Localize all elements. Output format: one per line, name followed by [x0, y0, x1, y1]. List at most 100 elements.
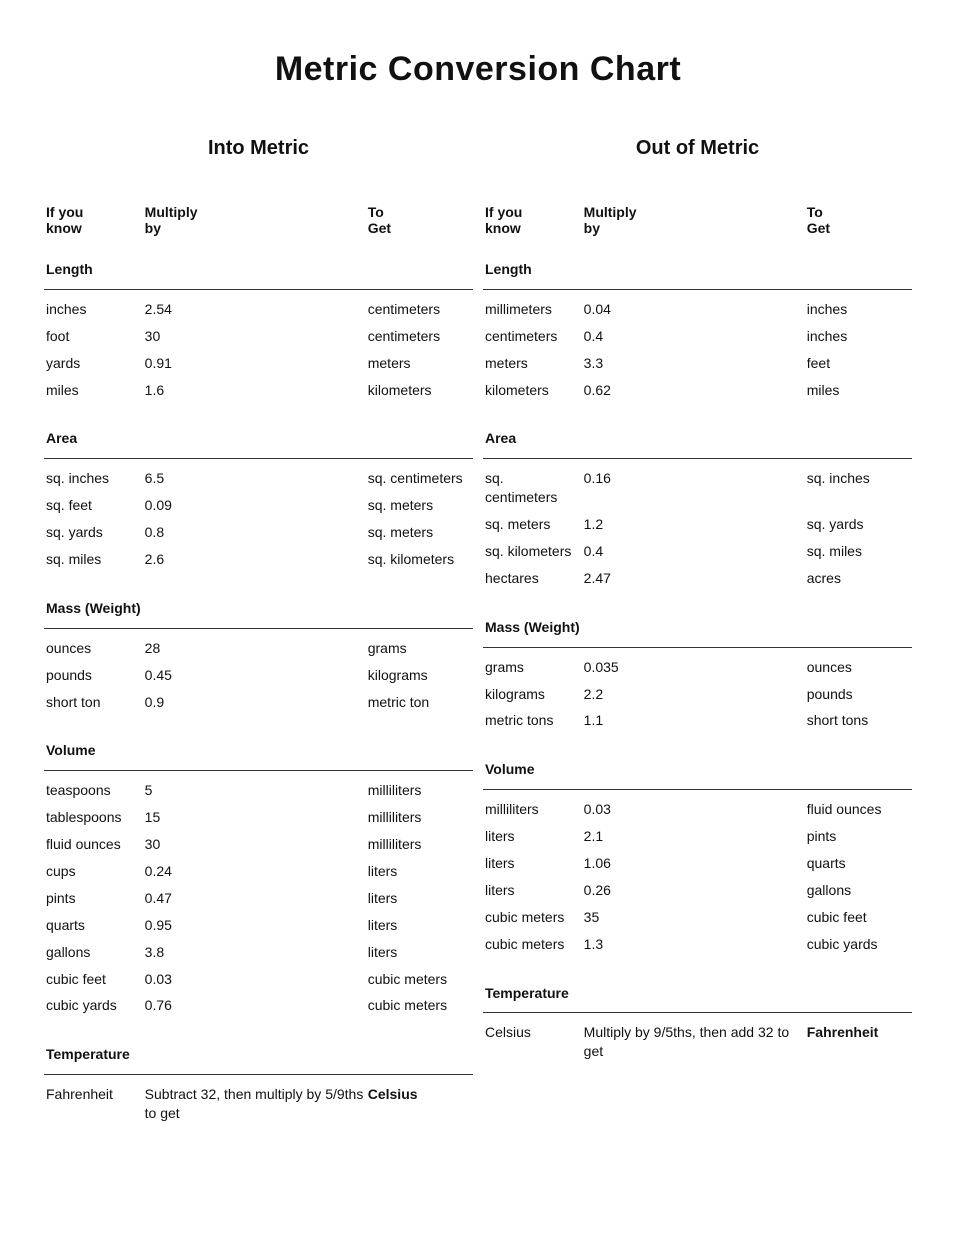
cell-mult: 0.03: [143, 966, 366, 993]
section-heading: Volume: [44, 715, 473, 768]
cell-get: milliliters: [366, 804, 473, 831]
table-row: hectares2.47acres: [483, 565, 912, 592]
cell-mult: 3.8: [143, 939, 366, 966]
cell-get: inches: [805, 296, 912, 323]
cell-know: cubic meters: [483, 904, 582, 931]
cell-mult: Multiply by 9/5ths, then add 32 to get: [582, 1019, 805, 1065]
section-divider: [483, 787, 912, 796]
out-of-metric-heading: Out of Metric: [483, 137, 912, 160]
table-row: sq. meters1.2sq. yards: [483, 511, 912, 538]
cell-know: short ton: [44, 689, 143, 716]
cell-know: gallons: [44, 939, 143, 966]
cell-mult: 0.035: [582, 654, 805, 681]
table-row: ounces28grams: [44, 635, 473, 662]
cell-get: sq. inches: [805, 465, 912, 511]
cell-get: quarts: [805, 850, 912, 877]
cell-know: metric tons: [483, 707, 582, 734]
cell-mult: 0.62: [582, 377, 805, 404]
cell-mult: Subtract 32, then multiply by 5/9ths to …: [143, 1081, 366, 1127]
cell-mult: 28: [143, 635, 366, 662]
cell-know: Celsius: [483, 1019, 582, 1065]
cell-get: cubic feet: [805, 904, 912, 931]
cell-get: inches: [805, 323, 912, 350]
cell-know: yards: [44, 350, 143, 377]
cell-mult: 0.24: [143, 858, 366, 885]
page-title: Metric Conversion Chart: [44, 50, 912, 89]
cell-get: sq. meters: [366, 519, 473, 546]
cell-get: ounces: [805, 654, 912, 681]
section-divider: [483, 645, 912, 654]
cell-know: liters: [483, 850, 582, 877]
cell-mult: 2.6: [143, 546, 366, 573]
cell-get: Celsius: [366, 1081, 473, 1127]
col-header-mult: Multiplyby: [582, 200, 805, 260]
col-header-get: ToGet: [805, 200, 912, 260]
cell-know: Fahrenheit: [44, 1081, 143, 1127]
table-row: cubic feet0.03cubic meters: [44, 966, 473, 993]
cell-get: centimeters: [366, 296, 473, 323]
section-heading: Area: [44, 403, 473, 456]
cell-know: cups: [44, 858, 143, 885]
cell-mult: 0.4: [582, 323, 805, 350]
cell-get: kilograms: [366, 662, 473, 689]
table-row: kilograms2.2pounds: [483, 681, 912, 708]
section-divider: [483, 1010, 912, 1019]
table-row: inches2.54centimeters: [44, 296, 473, 323]
table-row: sq. yards0.8sq. meters: [44, 519, 473, 546]
section-heading: Area: [483, 403, 912, 456]
cell-know: cubic feet: [44, 966, 143, 993]
cell-mult: 3.3: [582, 350, 805, 377]
cell-know: meters: [483, 350, 582, 377]
cell-know: tablespoons: [44, 804, 143, 831]
table-row: kilometers0.62miles: [483, 377, 912, 404]
cell-know: pints: [44, 885, 143, 912]
cell-mult: 30: [143, 831, 366, 858]
cell-get: liters: [366, 939, 473, 966]
table-row: quarts0.95liters: [44, 912, 473, 939]
cell-know: hectares: [483, 565, 582, 592]
cell-get: pints: [805, 823, 912, 850]
cell-get: miles: [805, 377, 912, 404]
cell-know: sq. miles: [44, 546, 143, 573]
into-metric-column: Into Metric If youknow Multiplyby ToGet …: [44, 137, 473, 1127]
table-row: FahrenheitSubtract 32, then multiply by …: [44, 1081, 473, 1127]
cell-get: sq. centimeters: [366, 465, 473, 492]
cell-get: Fahrenheit: [805, 1019, 912, 1065]
table-row: centimeters0.4inches: [483, 323, 912, 350]
col-header-know: If youknow: [44, 200, 143, 260]
cell-know: sq. yards: [44, 519, 143, 546]
cell-know: sq. inches: [44, 465, 143, 492]
cell-get: sq. kilometers: [366, 546, 473, 573]
cell-mult: 0.26: [582, 877, 805, 904]
cell-mult: 0.16: [582, 465, 805, 511]
cell-know: miles: [44, 377, 143, 404]
cell-know: liters: [483, 877, 582, 904]
cell-get: metric ton: [366, 689, 473, 716]
cell-know: liters: [483, 823, 582, 850]
section-divider: [483, 287, 912, 296]
table-row: sq. kilometers0.4sq. miles: [483, 538, 912, 565]
section-divider: [483, 456, 912, 465]
into-metric-table: If youknow Multiplyby ToGet Lengthinches…: [44, 200, 473, 1127]
cell-get: fluid ounces: [805, 796, 912, 823]
cell-mult: 1.06: [582, 850, 805, 877]
cell-mult: 30: [143, 323, 366, 350]
table-row: liters2.1pints: [483, 823, 912, 850]
cell-mult: 0.91: [143, 350, 366, 377]
table-row: teaspoons5milliliters: [44, 777, 473, 804]
cell-know: fluid ounces: [44, 831, 143, 858]
cell-know: grams: [483, 654, 582, 681]
section-heading: Volume: [483, 734, 912, 787]
cell-mult: 1.2: [582, 511, 805, 538]
table-row: millimeters0.04inches: [483, 296, 912, 323]
table-row: pints0.47liters: [44, 885, 473, 912]
table-row: short ton0.9metric ton: [44, 689, 473, 716]
table-row: fluid ounces30milliliters: [44, 831, 473, 858]
table-row: cubic yards0.76cubic meters: [44, 992, 473, 1019]
cell-mult: 2.47: [582, 565, 805, 592]
out-of-metric-table: If youknow Multiplyby ToGet Lengthmillim…: [483, 200, 912, 1065]
table-row: pounds0.45kilograms: [44, 662, 473, 689]
cell-know: teaspoons: [44, 777, 143, 804]
table-row: cubic meters1.3cubic yards: [483, 931, 912, 958]
table-row: miles1.6kilometers: [44, 377, 473, 404]
